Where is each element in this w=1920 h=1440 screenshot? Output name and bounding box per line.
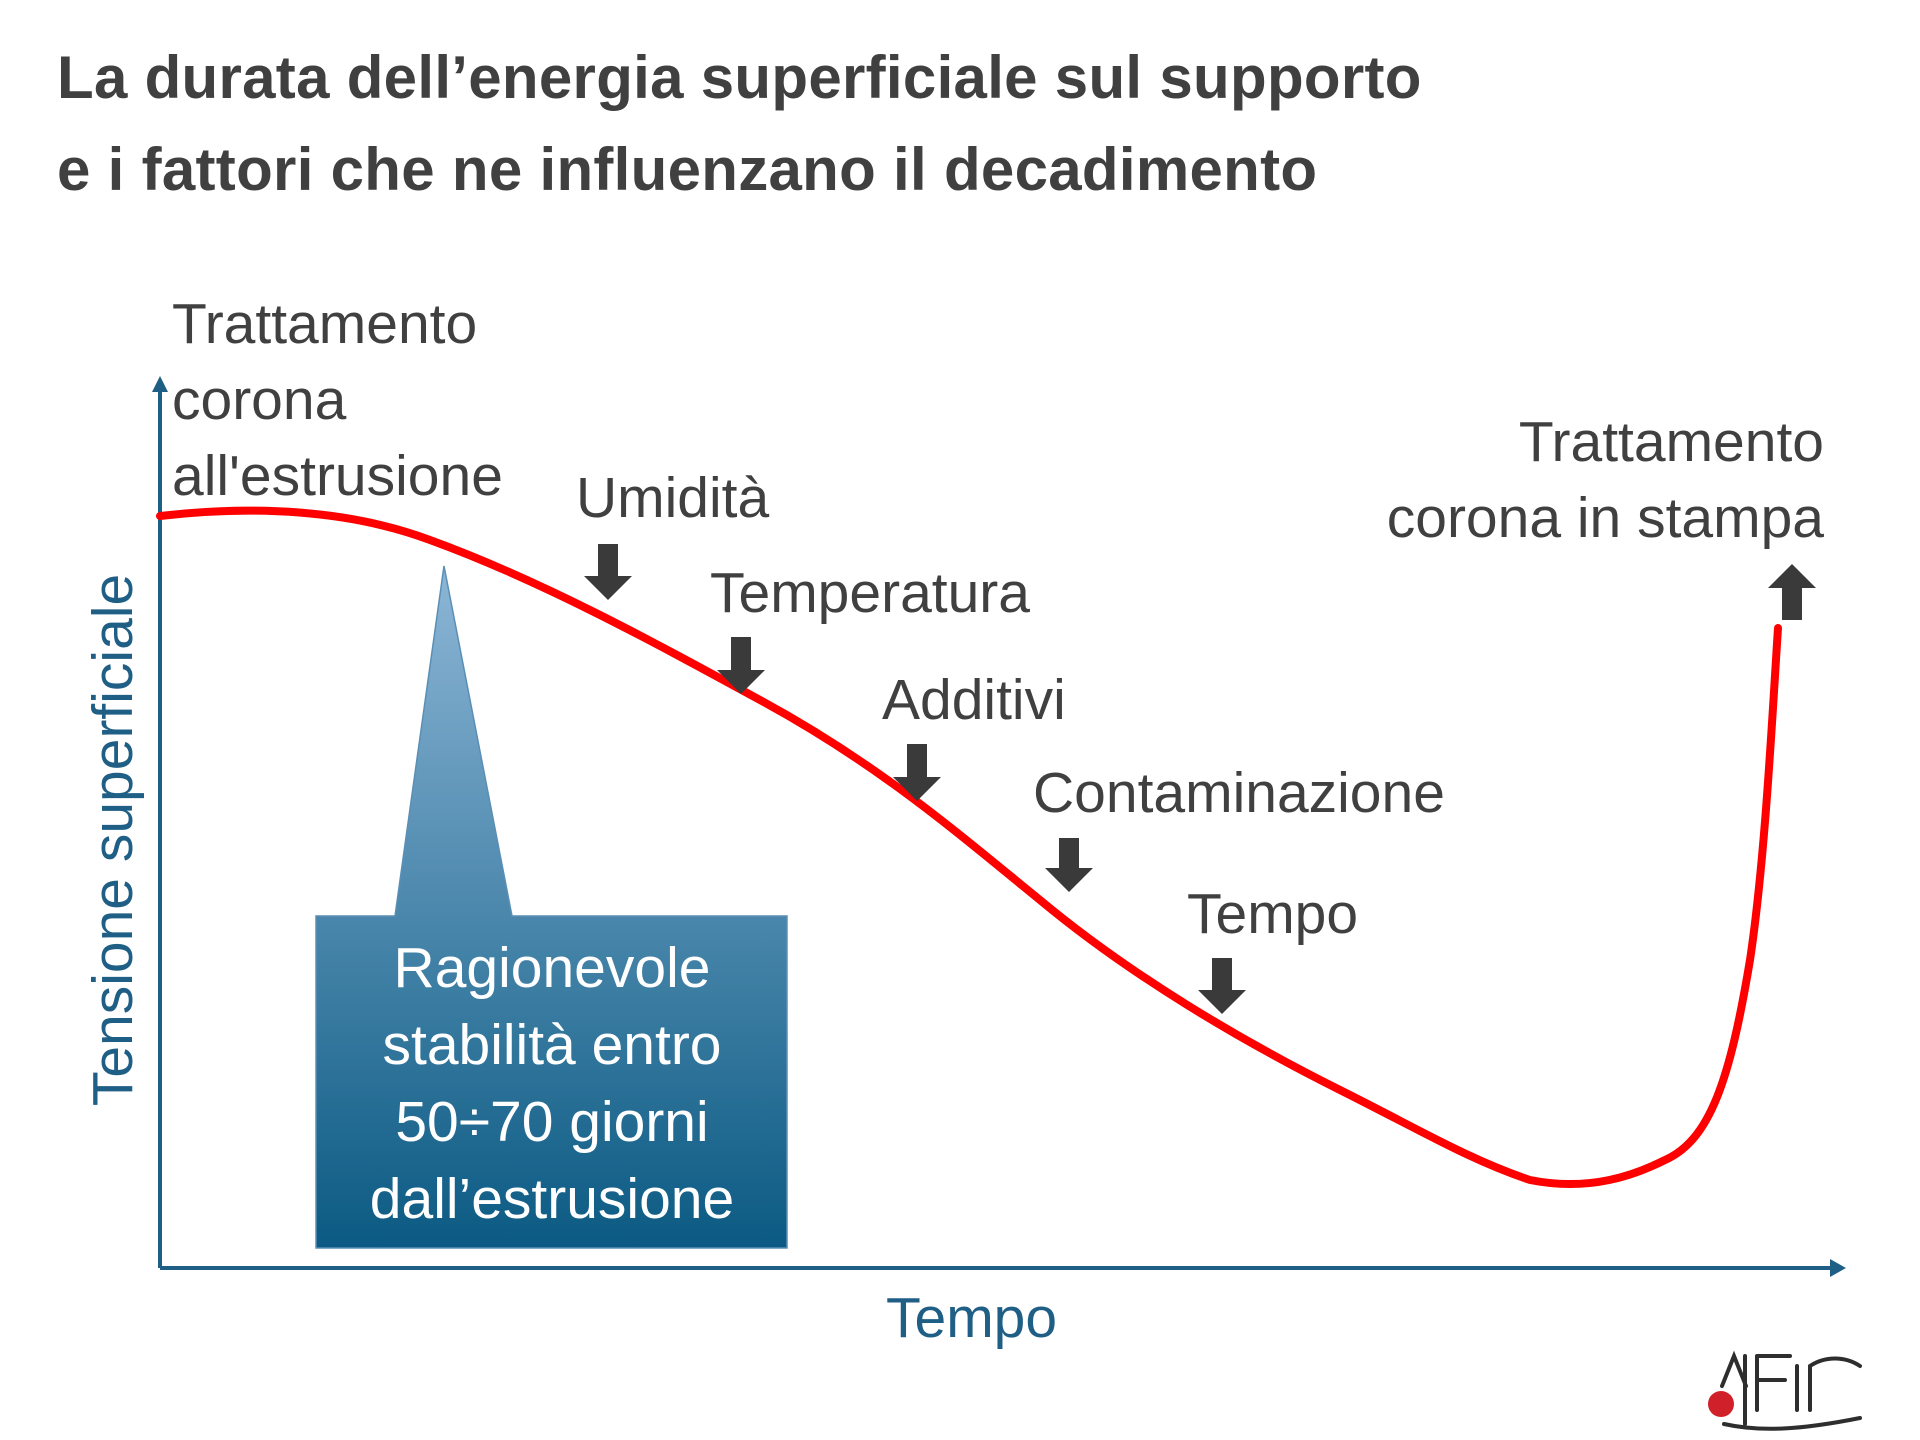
down-arrow-icon [1045, 838, 1093, 892]
callout-line: dall’estrusione [369, 1167, 735, 1231]
start-label-line: Trattamento [172, 292, 478, 356]
start-label: Trattamento corona all'estrusione [172, 286, 503, 514]
end-label-line: Trattamento [1518, 410, 1824, 474]
down-arrow-icon [717, 637, 765, 694]
title-line-2: e i fattori che ne influenzano il decadi… [57, 136, 1318, 203]
surface-tension-curve [156, 506, 1782, 1189]
x-axis-arrowhead [1830, 1259, 1846, 1277]
down-arrow-icon [893, 744, 941, 801]
start-label-line: corona [172, 368, 347, 432]
callout-line: 50÷70 giorni [395, 1090, 709, 1154]
factor-label: Tempo [1187, 882, 1359, 946]
up-arrow-icon [1768, 564, 1816, 620]
title-line-1: La durata dell’energia superficiale sul … [57, 44, 1422, 111]
axes [158, 392, 1830, 1270]
end-label-line: corona in stampa [1386, 486, 1824, 550]
start-label-line: all'estrusione [172, 444, 503, 508]
factor-label: Umidità [576, 466, 770, 530]
x-axis-label: Tempo [886, 1286, 1058, 1350]
end-label: Trattamento corona in stampa [1387, 404, 1824, 556]
logo-mark [1720, 1350, 1862, 1431]
logo-dot [1708, 1391, 1734, 1417]
factor-label: Temperatura [710, 561, 1030, 625]
callout-shape [315, 565, 788, 1249]
factor-label: Additivi [882, 668, 1066, 732]
down-arrow-icon [1198, 958, 1246, 1014]
jafif-logo [1708, 1350, 1862, 1431]
factor-label: Contaminazione [1033, 761, 1445, 825]
down-arrow-icon [584, 544, 632, 600]
y-axis-arrowhead [152, 376, 168, 392]
page-title: La durata dell’energia superficiale sul … [57, 32, 1422, 216]
stability-callout: Ragionevole stabilità entro 50÷70 giorni… [316, 930, 788, 1238]
callout-line: stabilità entro [382, 1013, 722, 1077]
y-axis-label: Tensione superficiale [81, 573, 145, 1107]
callout-line: Ragionevole [393, 936, 711, 1000]
